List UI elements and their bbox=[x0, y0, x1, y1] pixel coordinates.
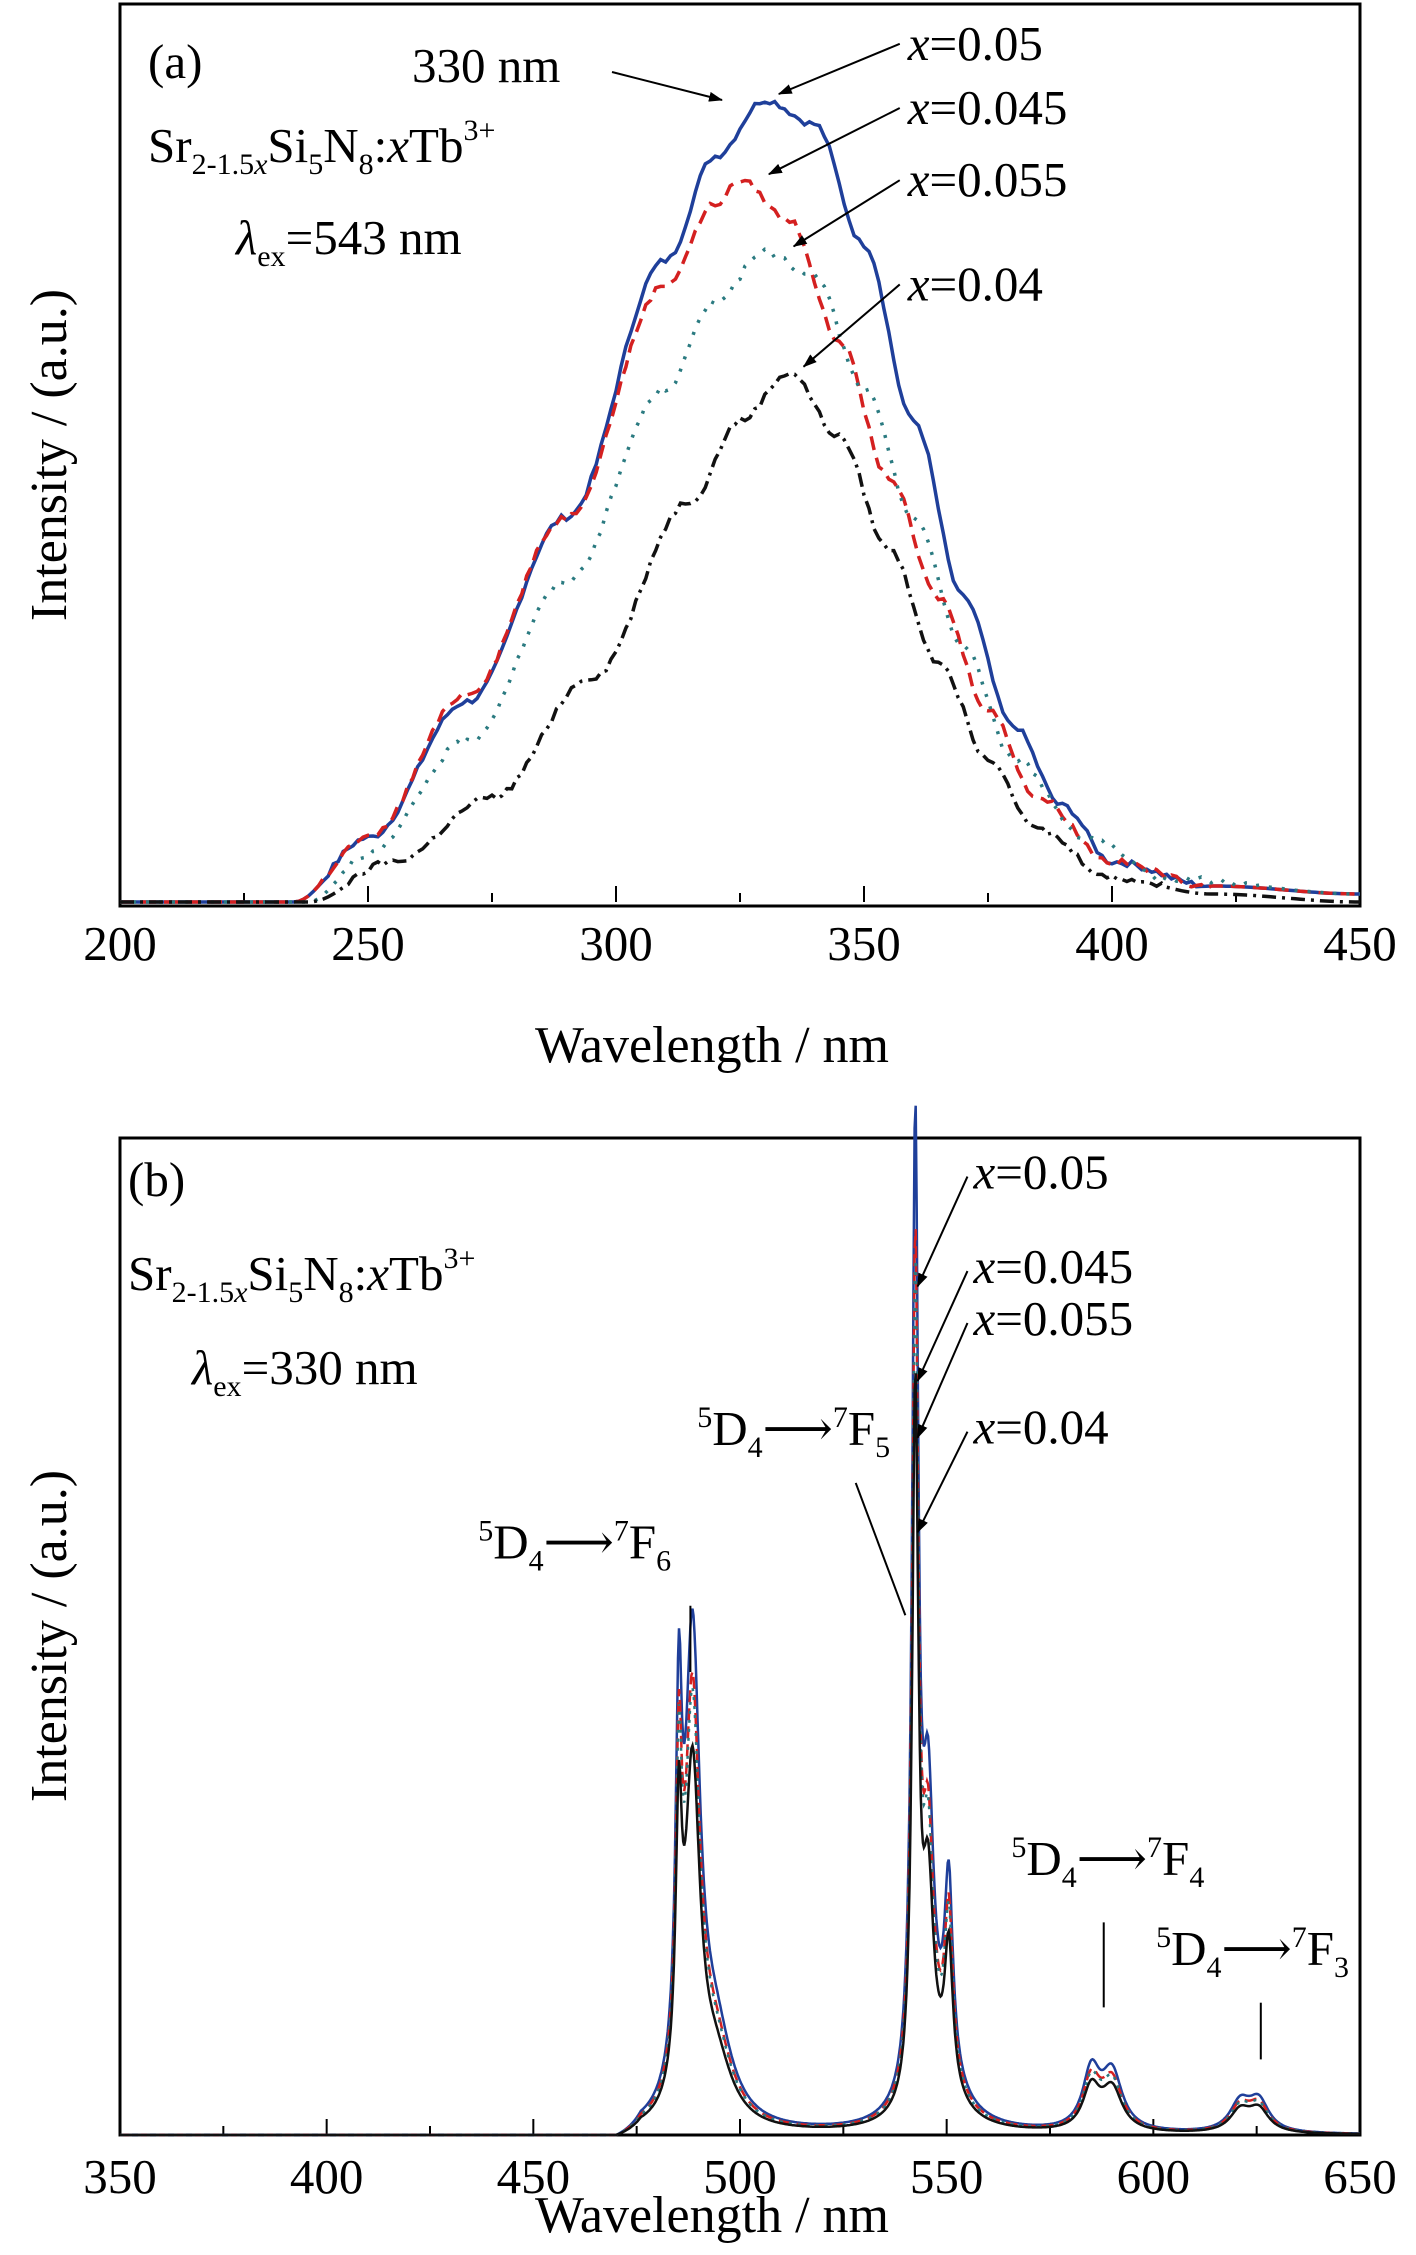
curve-a-series-1 bbox=[120, 178, 1360, 904]
a-tick-label: 350 bbox=[827, 916, 901, 971]
curve-a-series-2 bbox=[120, 247, 1360, 904]
series-label-a-0: x=0.05 bbox=[907, 16, 1043, 71]
b-tick-label: 400 bbox=[290, 2149, 364, 2204]
b-tick-label: 500 bbox=[703, 2149, 777, 2204]
x-ticks-a: 200 250 300 350 400 450 bbox=[83, 886, 1397, 971]
excitation-a: λex=543 nm bbox=[234, 210, 462, 273]
arrow-b-series-0 bbox=[916, 1176, 969, 1288]
b-tick-label: 650 bbox=[1323, 2149, 1397, 2204]
transition-line-1 bbox=[854, 1482, 907, 1616]
excitation-b: λex=330 nm bbox=[190, 1340, 418, 1403]
transition-labels-b: 5D4⟶7F6 5D4⟶7F5 5D4⟶7F4 5D4⟶7F3 bbox=[478, 1401, 1349, 2060]
series-label-b-3: x=0.04 bbox=[972, 1400, 1108, 1455]
formula-b: Sr2-1.5xSi5N8:xTb3+ bbox=[128, 1242, 475, 1309]
series-label-b-2: x=0.055 bbox=[972, 1291, 1133, 1346]
y-axis-label-b: Intensity / (a.u.) bbox=[21, 1470, 78, 1802]
x-axis-label-a: Wavelength / nm bbox=[535, 1017, 889, 1074]
transition-label-1: 5D4⟶7F5 bbox=[697, 1401, 890, 1464]
y-axis-label-a: Intensity / (a.u.) bbox=[21, 289, 78, 621]
peak-label-a: 330 nm bbox=[412, 38, 560, 93]
panel-b: 350 400 450 500 550 600 650 x=0.05x=0.045x=0.0… bbox=[21, 1105, 1397, 2244]
arrows-a bbox=[767, 42, 901, 368]
b-tick-label: 550 bbox=[910, 2149, 984, 2204]
curves-b bbox=[120, 1105, 1360, 2137]
b-tick-label: 600 bbox=[1117, 2149, 1191, 2204]
transition-label-2: 5D4⟶7F4 bbox=[1011, 1831, 1204, 1894]
curve-a-series-0 bbox=[120, 99, 1360, 904]
arrows-b bbox=[916, 1176, 969, 1534]
panel-a: 200 250 300 350 400 450 x=0.05x=0.045x=0.055x… bbox=[21, 2, 1397, 1074]
series-labels-a: x=0.05 x=0.045 x=0.055 x=0.04 bbox=[907, 16, 1068, 312]
arrow-a-series-3 bbox=[802, 283, 901, 368]
formula-a: Sr2-1.5xSi5N8:xTb3+ bbox=[148, 114, 495, 181]
b-tick-label: 450 bbox=[497, 2149, 571, 2204]
peak-arrow-a bbox=[611, 71, 723, 102]
plot-frame-a bbox=[118, 2, 1362, 908]
arrow-b-series-2 bbox=[916, 1322, 969, 1439]
arrow-a-series-1 bbox=[767, 107, 901, 176]
arrow-a-series-0 bbox=[777, 42, 901, 95]
series-label-b-1: x=0.045 bbox=[972, 1239, 1133, 1294]
transition-label-0: 5D4⟶7F6 bbox=[478, 1515, 671, 1578]
panel-label-b: (b) bbox=[128, 1152, 185, 1207]
b-tick-label: 350 bbox=[83, 2149, 157, 2204]
a-tick-label: 450 bbox=[1323, 916, 1397, 971]
series-label-a-1: x=0.045 bbox=[907, 80, 1068, 135]
curve-b-series-3 bbox=[120, 1373, 1360, 2137]
series-label-a-3: x=0.04 bbox=[907, 256, 1043, 311]
panel-label-a: (a) bbox=[148, 34, 202, 89]
arrow-b-series-3 bbox=[916, 1431, 969, 1534]
arrow-b-series-1 bbox=[916, 1270, 969, 1382]
transition-label-3: 5D4⟶7F3 bbox=[1156, 1921, 1349, 1984]
arrow-a-series-2 bbox=[792, 179, 901, 248]
x-axis-label-b: Wavelength / nm bbox=[535, 2187, 889, 2244]
curve-b-series-2 bbox=[120, 1260, 1360, 2137]
a-tick-label: 250 bbox=[331, 916, 405, 971]
curves-a bbox=[120, 99, 1360, 904]
a-tick-label: 400 bbox=[1075, 916, 1149, 971]
a-tick-label: 300 bbox=[579, 916, 653, 971]
curve-a-series-3 bbox=[120, 371, 1360, 904]
a-tick-label: 200 bbox=[83, 916, 157, 971]
series-label-a-2: x=0.055 bbox=[907, 152, 1068, 207]
x-ticks-b: 350 400 450 500 550 600 650 bbox=[83, 2119, 1397, 2204]
series-label-b-0: x=0.05 bbox=[972, 1145, 1108, 1200]
